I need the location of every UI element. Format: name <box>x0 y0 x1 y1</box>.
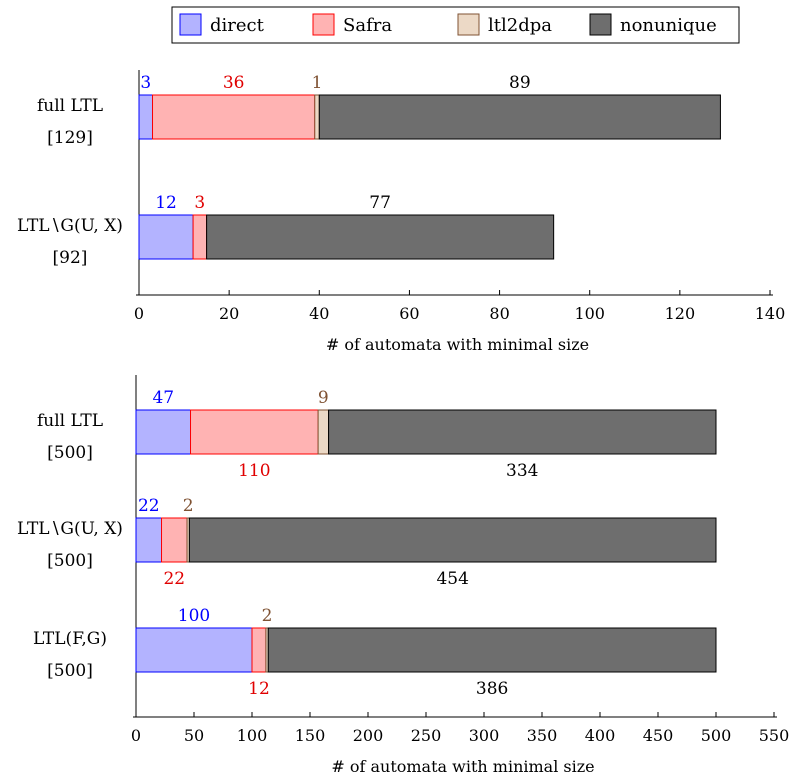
x-tick-label: 20 <box>219 304 239 323</box>
bar-direct <box>138 94 154 140</box>
data-label-ltl2dpa: 2 <box>183 496 194 516</box>
data-label-direct: 12 <box>155 193 177 213</box>
bar-group: full LTL [500] 47 110 9 334 <box>37 388 717 481</box>
category-count: [500] <box>47 551 93 571</box>
bar-ltl2dpa <box>314 94 320 140</box>
bar-ltl2dpa <box>317 409 330 455</box>
bar-nonunique <box>267 627 717 673</box>
legend-label: Safra <box>343 15 392 36</box>
x-tick-label: 0 <box>131 726 141 745</box>
data-label-direct: 3 <box>140 73 151 93</box>
x-tick-label: 80 <box>489 304 509 323</box>
bar-direct <box>135 627 253 673</box>
x-tick-label: 120 <box>665 304 696 323</box>
data-label-ltl2dpa: 9 <box>318 388 329 408</box>
data-label-ltl2dpa: 2 <box>262 606 273 626</box>
data-label-nonunique: 89 <box>509 73 531 93</box>
x-tick-label: 60 <box>399 304 419 323</box>
x-tick-label: 250 <box>411 726 442 745</box>
category-count: [500] <box>47 443 93 463</box>
bar-nonunique <box>328 409 717 455</box>
bar-Safra <box>192 214 208 260</box>
category-count: [129] <box>47 128 93 148</box>
category-label: LTL∖G(U, X) <box>17 216 123 236</box>
data-label-Safra: 110 <box>238 461 270 481</box>
category-count: [92] <box>53 248 88 268</box>
x-tick-label: 50 <box>184 726 204 745</box>
category-label: full LTL <box>37 96 103 116</box>
data-label-nonunique: 386 <box>476 679 508 699</box>
bar-group: LTL∖G(U, X) [92] 12 3 77 <box>17 193 555 268</box>
x-tick-label: 550 <box>759 726 790 745</box>
x-tick-label: 100 <box>574 304 605 323</box>
bar-direct <box>135 517 163 563</box>
x-tick-label: 100 <box>237 726 268 745</box>
legend-item-ltl2dpa: ltl2dpa <box>457 13 552 36</box>
x-tick-label: 350 <box>527 726 558 745</box>
data-label-Safra: 12 <box>248 679 270 699</box>
bar-nonunique <box>188 517 717 563</box>
bar-nonunique <box>318 94 721 140</box>
data-label-direct: 47 <box>152 388 174 408</box>
legend-label: ltl2dpa <box>488 15 552 36</box>
x-axis-label: # of automata with minimal size <box>331 757 594 776</box>
data-label-Safra: 3 <box>194 193 205 213</box>
x-tick-label: 200 <box>353 726 384 745</box>
legend-swatch <box>312 13 335 36</box>
bar-nonunique <box>206 214 555 260</box>
legend-swatch <box>589 13 612 36</box>
data-label-nonunique: 454 <box>436 569 468 589</box>
x-axis-label: # of automata with minimal size <box>326 335 589 354</box>
legend-label: direct <box>210 15 265 36</box>
legend-swatch <box>457 13 480 36</box>
category-label: full LTL <box>37 411 103 431</box>
legend-frame <box>171 6 740 44</box>
x-tick-label: 140 <box>755 304 786 323</box>
bar-direct <box>135 409 192 455</box>
legend-item-nonunique: nonunique <box>589 13 717 36</box>
data-label-nonunique: 334 <box>506 461 538 481</box>
data-label-direct: 100 <box>178 606 210 626</box>
x-tick-label: 150 <box>295 726 326 745</box>
legend: direct Safra ltl2dpa nonunique <box>171 6 740 44</box>
bar-group: full LTL [129] 3 36 1 89 <box>37 73 721 148</box>
x-tick-label: 0 <box>134 304 144 323</box>
chart-panel-top: 0 20 40 60 80 100 120 140 # of automata with min… <box>17 70 785 354</box>
data-label-ltl2dpa: 1 <box>312 73 323 93</box>
bar-Safra <box>152 94 316 140</box>
category-label: LTL∖G(U, X) <box>17 519 123 539</box>
x-tick-label: 500 <box>701 726 732 745</box>
legend-swatch <box>179 13 202 36</box>
bar-direct <box>138 214 194 260</box>
x-tick-label: 40 <box>309 304 329 323</box>
x-tick-label: 400 <box>585 726 616 745</box>
data-label-Safra: 36 <box>223 73 245 93</box>
bar-Safra <box>161 517 188 563</box>
x-tick-label: 300 <box>469 726 500 745</box>
bar-Safra <box>190 409 319 455</box>
category-count: [500] <box>47 661 93 681</box>
data-label-direct: 22 <box>138 496 160 516</box>
legend-item-Safra: Safra <box>312 13 392 36</box>
legend-label: nonunique <box>620 15 717 36</box>
chart-panel-bottom: 0 50 100 150 200 250 300 350 400 450 500 550 # of au… <box>17 375 789 776</box>
x-tick-label: 450 <box>643 726 674 745</box>
data-label-Safra: 22 <box>163 569 185 589</box>
data-label-nonunique: 77 <box>369 193 391 213</box>
category-label: LTL(F,G) <box>33 629 107 649</box>
bar-group: LTL(F,G) [500] 100 12 2 386 <box>33 606 717 699</box>
legend-item-direct: direct <box>179 13 265 36</box>
bar-Safra <box>251 627 267 673</box>
